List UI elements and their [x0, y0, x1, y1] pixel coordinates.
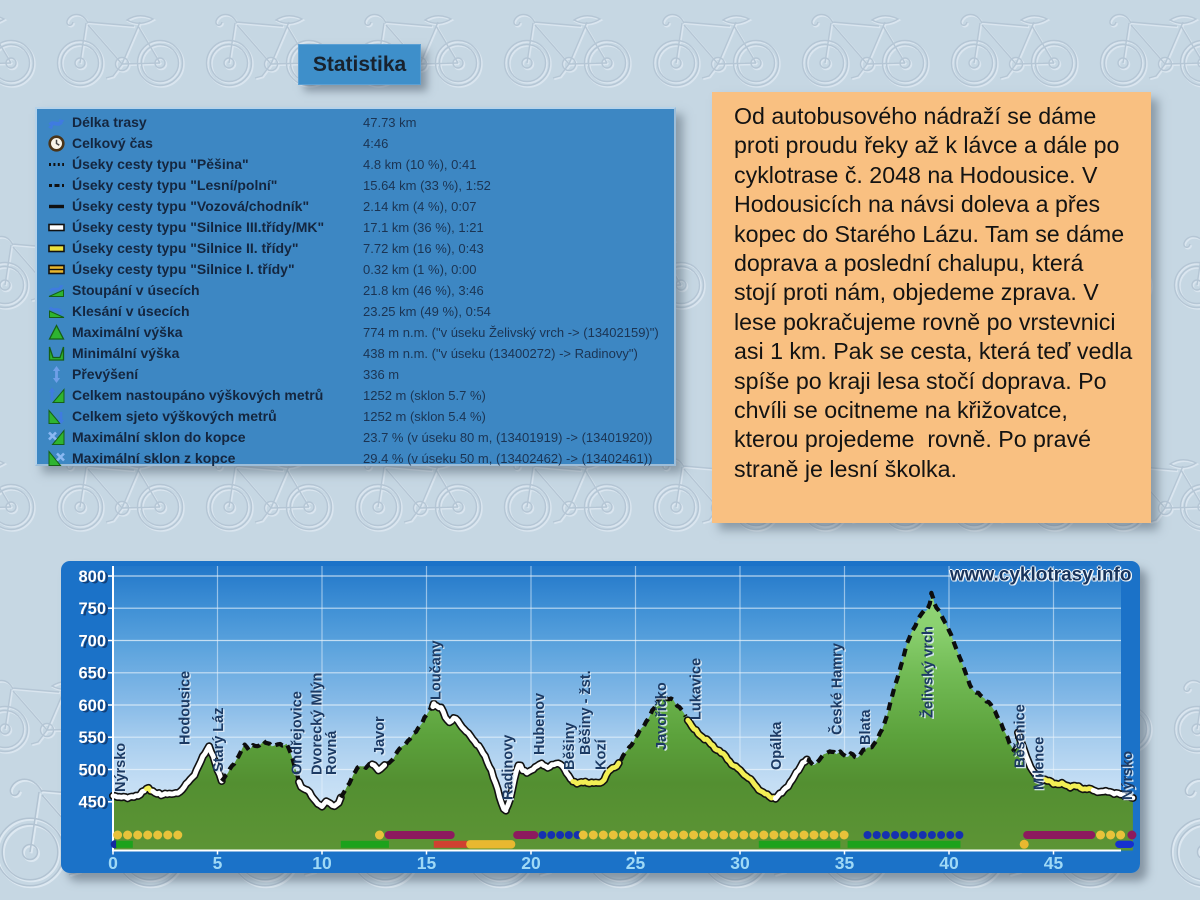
svg-text:650: 650: [81, 666, 109, 684]
svg-text:Starý Láz: Starý Láz: [212, 709, 228, 773]
svg-text:Kozí: Kozí: [595, 740, 611, 772]
svg-text:30: 30: [730, 853, 750, 873]
svg-text:750: 750: [81, 602, 109, 620]
svg-text:Rovná: Rovná: [324, 730, 340, 775]
svg-text:Běšiny: Běšiny: [564, 724, 580, 772]
svg-text:www.cyklotrasy.info: www.cyklotrasy.info: [950, 565, 1133, 586]
svg-text:40: 40: [939, 853, 959, 873]
svg-text:Ondřejovice: Ondřejovice: [289, 691, 305, 775]
svg-text:Dvorecký Mlýn: Dvorecký Mlýn: [311, 674, 327, 776]
svg-text:Nýrsko: Nýrsko: [1120, 751, 1136, 800]
svg-text:Lukavice: Lukavice: [689, 658, 705, 720]
svg-text:Lukavice: Lukavice: [690, 659, 706, 721]
svg-text:750: 750: [78, 600, 106, 618]
svg-text:35: 35: [835, 853, 855, 873]
svg-text:www.cyklotrasy.info: www.cyklotrasy.info: [949, 565, 1132, 586]
svg-text:10: 10: [312, 853, 332, 873]
svg-text:Želivský vrch: Želivský vrch: [919, 626, 937, 718]
svg-text:700: 700: [81, 634, 109, 652]
svg-text:Nýrsko: Nýrsko: [114, 744, 130, 793]
svg-text:Radinovy: Radinovy: [502, 736, 518, 801]
svg-text:Běšenice: Běšenice: [1013, 704, 1029, 768]
svg-text:450: 450: [78, 794, 106, 812]
svg-text:www.cyklotrasy.info: www.cyklotrasy.info: [949, 566, 1132, 587]
svg-text:České Hamry: České Hamry: [829, 644, 847, 736]
svg-text:Starý Láz: Starý Láz: [211, 708, 227, 772]
svg-text:Běšenice: Běšenice: [1014, 706, 1030, 770]
svg-text:Loučany: Loučany: [428, 640, 444, 700]
svg-text:600: 600: [78, 697, 106, 715]
svg-text:Javoříčko: Javoříčko: [654, 682, 670, 750]
svg-text:Běšiny: Běšiny: [562, 722, 578, 770]
svg-text:450: 450: [81, 795, 109, 813]
svg-text:Opálka: Opálka: [769, 721, 785, 770]
svg-text:Běšiny - žst.: Běšiny - žst.: [579, 672, 595, 757]
svg-text:800: 800: [78, 568, 106, 586]
svg-text:600: 600: [81, 698, 109, 716]
svg-text:700: 700: [78, 632, 106, 650]
svg-text:550: 550: [78, 729, 106, 747]
svg-text:Javor: Javor: [373, 717, 389, 756]
svg-text:Blata: Blata: [858, 709, 874, 745]
svg-text:15: 15: [417, 853, 437, 873]
svg-text:650: 650: [78, 665, 106, 683]
svg-text:České Hamry: České Hamry: [828, 643, 846, 735]
svg-text:Želivský vrch: Želivský vrch: [920, 627, 938, 719]
svg-text:800: 800: [81, 569, 109, 587]
svg-text:Nýrsko: Nýrsko: [1122, 752, 1138, 801]
svg-text:500: 500: [78, 761, 106, 779]
svg-text:Hubenov: Hubenov: [532, 693, 548, 755]
svg-text:550: 550: [81, 731, 109, 749]
svg-text:www.cyklotrasy.info: www.cyklotrasy.info: [950, 566, 1133, 587]
svg-text:Opálka: Opálka: [770, 722, 786, 771]
svg-text:Blata: Blata: [859, 710, 875, 746]
svg-text:Hodousice: Hodousice: [179, 672, 195, 746]
svg-text:www.cyklotrasy.info: www.cyklotrasy.info: [949, 563, 1132, 584]
svg-text:Nýrsko: Nýrsko: [113, 743, 129, 792]
svg-text:Javor: Javor: [372, 716, 388, 755]
svg-text:500: 500: [81, 763, 109, 781]
svg-text:Běšiny - žst.: Běšiny - žst.: [578, 670, 594, 755]
svg-text:Radinovy: Radinovy: [501, 735, 517, 800]
svg-text:Dvorecký Mlýn: Dvorecký Mlýn: [309, 673, 325, 775]
svg-text:45: 45: [1044, 853, 1064, 873]
svg-text:5: 5: [213, 853, 223, 873]
svg-text:Javoříčko: Javoříčko: [655, 683, 671, 751]
svg-text:Hodousice: Hodousice: [178, 671, 194, 745]
svg-text:Hubenov: Hubenov: [533, 694, 549, 756]
svg-text:Kozí: Kozí: [594, 738, 610, 770]
svg-text:Milence: Milence: [1033, 738, 1049, 791]
svg-text:25: 25: [626, 853, 646, 873]
svg-text:Loučany: Loučany: [430, 642, 446, 702]
svg-text:Ondřejovice: Ondřejovice: [291, 692, 307, 776]
svg-text:Rovná: Rovná: [325, 731, 341, 776]
svg-text:0: 0: [108, 853, 118, 873]
svg-text:www.cyklotrasy.info: www.cyklotrasy.info: [948, 565, 1131, 586]
svg-text:Milence: Milence: [1031, 737, 1047, 790]
svg-text:20: 20: [521, 853, 541, 873]
